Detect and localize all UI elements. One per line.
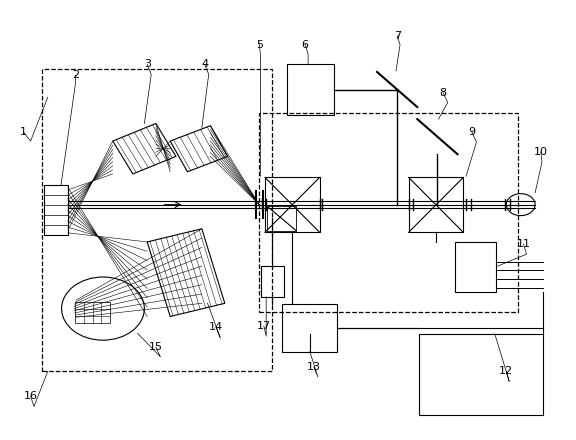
Text: 13: 13	[307, 362, 321, 372]
Text: 6: 6	[302, 40, 309, 50]
Bar	[454, 242, 496, 292]
Bar	[408, 177, 463, 232]
Bar	[419, 334, 543, 415]
Bar	[265, 177, 320, 232]
Text: 14: 14	[209, 323, 223, 333]
Bar	[261, 266, 284, 297]
Text: 16: 16	[24, 391, 37, 401]
Bar	[42, 69, 272, 371]
Bar	[259, 113, 518, 312]
Text: 17: 17	[257, 321, 271, 331]
Text: 15: 15	[149, 342, 163, 352]
Text: 2: 2	[72, 70, 79, 80]
Bar	[44, 185, 68, 235]
Text: 4: 4	[201, 59, 209, 69]
Text: 11: 11	[517, 239, 530, 249]
Text: 10: 10	[534, 147, 548, 157]
Text: 12: 12	[499, 367, 513, 376]
Text: 8: 8	[439, 88, 447, 98]
Text: 5: 5	[256, 40, 263, 50]
Text: 3: 3	[144, 59, 151, 69]
Bar	[282, 304, 337, 352]
Text: 1: 1	[20, 127, 27, 137]
Bar	[75, 301, 110, 323]
Bar	[287, 64, 334, 115]
Text: 9: 9	[468, 127, 475, 137]
Text: 7: 7	[393, 31, 401, 41]
Bar	[267, 206, 296, 231]
